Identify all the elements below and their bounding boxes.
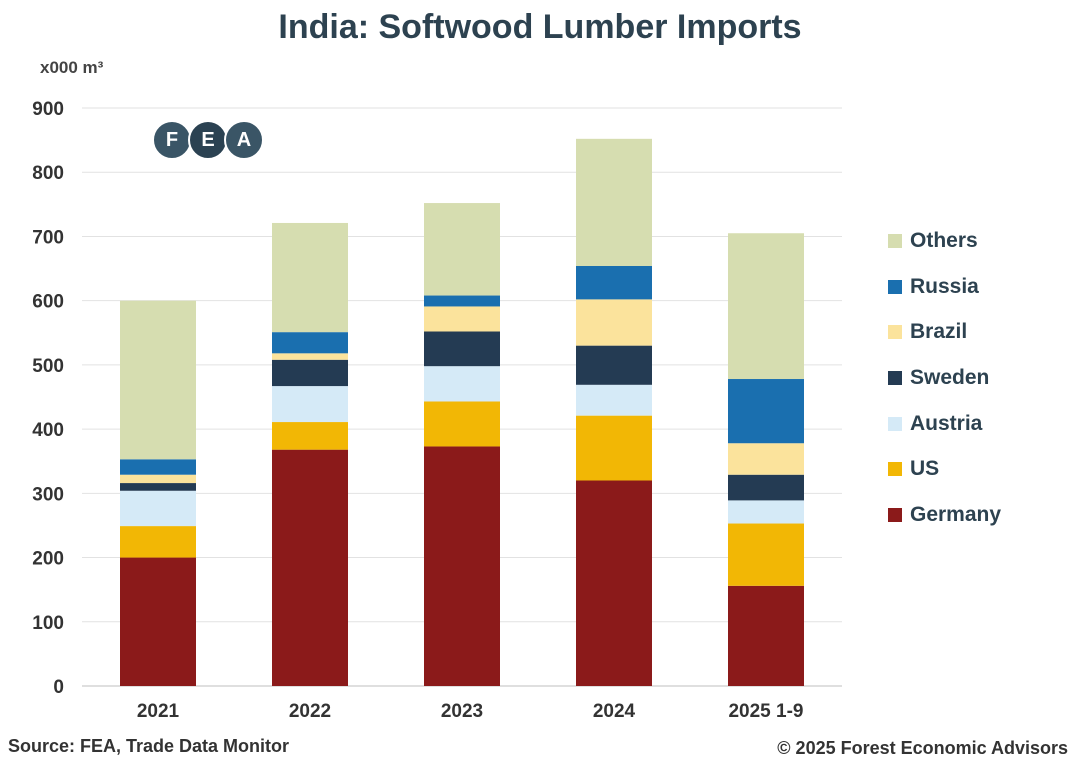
- bar-segment-sweden-20251-9: [728, 474, 804, 501]
- legend-label: Others: [910, 228, 978, 252]
- bar-segment-germany-2024: [576, 480, 652, 686]
- bar-segment-austria-20251-9: [728, 500, 804, 524]
- chart-title: India: Softwood Lumber Imports: [278, 8, 802, 46]
- legend-swatch: [888, 279, 902, 294]
- legend-swatch: [888, 462, 902, 477]
- bar-segment-brazil-2023: [424, 306, 500, 332]
- bar-segment-us-2024: [576, 415, 652, 481]
- bar-segment-austria-2021: [120, 490, 196, 527]
- legend-item-sweden: Sweden: [888, 355, 1001, 401]
- bar-segment-others-2024: [576, 138, 652, 266]
- y-tick-label: 600: [32, 292, 64, 313]
- y-tick-label: 0: [53, 677, 64, 698]
- bar-segment-others-20251-9: [728, 233, 804, 380]
- bar-segment-germany-2021: [120, 557, 196, 686]
- legend-item-russia: Russia: [888, 264, 1001, 310]
- legend-swatch: [888, 507, 902, 522]
- logo-letter-f: F: [152, 120, 192, 160]
- logo-letter-e: E: [188, 120, 228, 160]
- bar-segment-germany-2023: [424, 446, 500, 686]
- legend-label: Germany: [910, 502, 1002, 526]
- bar-segment-sweden-2021: [120, 483, 196, 491]
- logo-letter-a: A: [224, 120, 264, 160]
- fea-logo: F E A: [152, 120, 264, 160]
- legend-item-others: Others: [888, 218, 1001, 264]
- bar-segment-sweden-2024: [576, 345, 652, 385]
- bar-segment-russia-2024: [576, 265, 652, 300]
- legend-label: Austria: [910, 411, 983, 435]
- y-tick-label: 400: [32, 420, 64, 441]
- legend-swatch: [888, 416, 902, 431]
- y-tick-label: 300: [32, 484, 64, 505]
- x-tick-label: 2023: [441, 701, 483, 722]
- bar-segment-us-2023: [424, 401, 500, 447]
- bar-segment-austria-2024: [576, 384, 652, 416]
- legend-item-germany: Germany: [888, 492, 1001, 538]
- legend-label: Brazil: [910, 320, 968, 344]
- bar-segment-brazil-2022: [272, 353, 348, 360]
- legend-label: Sweden: [910, 365, 990, 389]
- x-tick-label: 2022: [289, 701, 331, 722]
- legend-swatch: [888, 370, 902, 385]
- x-tick-label: 2025 1-9: [728, 701, 803, 722]
- legend-item-us: US: [888, 446, 1001, 492]
- source-note: Source: FEA, Trade Data Monitor: [8, 736, 290, 756]
- bar-segment-us-2022: [272, 422, 348, 450]
- copyright-note: © 2025 Forest Economic Advisors: [777, 738, 1068, 758]
- y-tick-label: 700: [32, 227, 64, 248]
- bar-segment-russia-2021: [120, 459, 196, 475]
- bar-segment-russia-2022: [272, 332, 348, 354]
- bar-segment-germany-2022: [272, 449, 348, 686]
- bar-segment-brazil-20251-9: [728, 443, 804, 475]
- bar-segment-russia-20251-9: [728, 379, 804, 444]
- bar-segment-us-20251-9: [728, 523, 804, 586]
- legend-label: US: [910, 457, 940, 481]
- bar-segment-austria-2023: [424, 366, 500, 402]
- bar-segment-others-2022: [272, 222, 348, 333]
- legend: Others Russia Brazil Sweden Austria US Germany: [888, 218, 1001, 538]
- y-tick-label: 800: [32, 163, 64, 184]
- legend-swatch: [888, 325, 902, 340]
- x-tick-label: 2021: [137, 701, 180, 722]
- bar-segment-brazil-2021: [120, 474, 196, 484]
- bar-segment-sweden-2023: [424, 331, 500, 367]
- y-tick-label: 500: [32, 356, 64, 377]
- legend-item-austria: Austria: [888, 401, 1001, 447]
- y-tick-label: 200: [32, 549, 64, 570]
- bar-segment-sweden-2022: [272, 359, 348, 387]
- bar-segment-austria-2022: [272, 386, 348, 423]
- bar-segment-brazil-2024: [576, 299, 652, 346]
- bar-segment-others-2021: [120, 300, 196, 460]
- bar-segment-us-2021: [120, 526, 196, 558]
- x-tick-label: 2024: [593, 701, 636, 722]
- y-tick-label: 100: [32, 613, 64, 634]
- y-axis-unit: x000 m³: [40, 58, 104, 77]
- bar-segment-germany-20251-9: [728, 585, 804, 686]
- legend-item-brazil: Brazil: [888, 309, 1001, 355]
- bar-segment-russia-2023: [424, 295, 500, 307]
- legend-label: Russia: [910, 274, 979, 298]
- y-tick-label: 900: [32, 99, 64, 120]
- bar-segment-others-2023: [424, 203, 500, 296]
- legend-swatch: [888, 233, 902, 248]
